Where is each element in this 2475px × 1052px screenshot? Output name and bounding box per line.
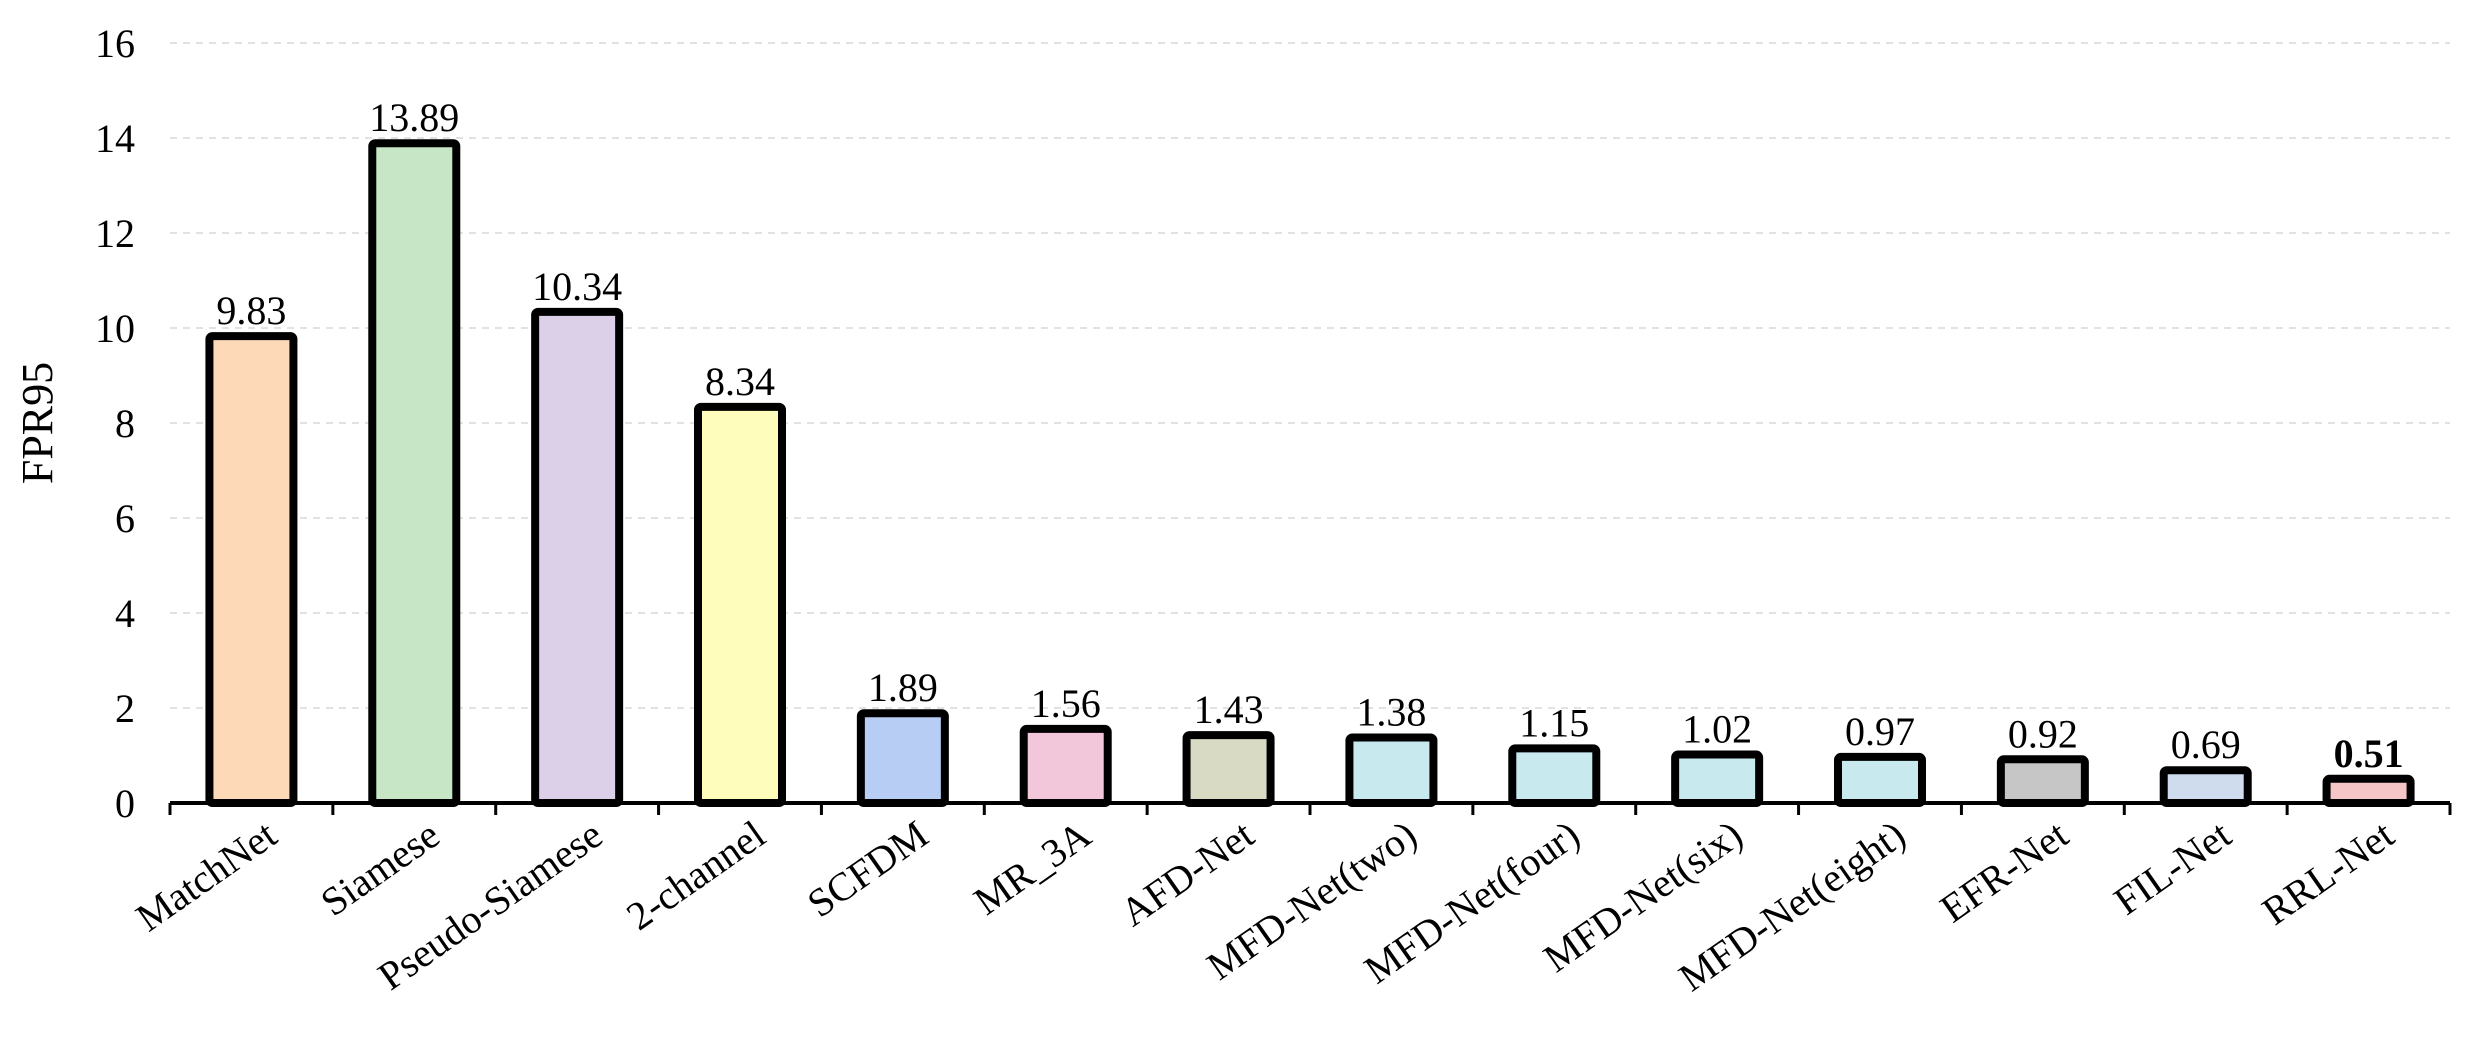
x-tick-label: AFD-Net bbox=[1112, 812, 1262, 936]
bar-value-label: 13.89 bbox=[369, 95, 459, 140]
x-tick-label: EFR-Net bbox=[1932, 812, 2076, 932]
bar-value-label: 1.43 bbox=[1194, 687, 1264, 732]
y-tick-label-6: 6 bbox=[115, 496, 135, 541]
x-tick-label: 2-channel bbox=[618, 812, 773, 939]
grid-lines bbox=[170, 42, 2450, 709]
x-tick-label: SCFDM bbox=[799, 812, 936, 927]
bar-siamese bbox=[368, 139, 461, 808]
y-axis-ticks: 0 2 4 6 8 10 12 14 16 bbox=[95, 21, 135, 826]
bar-value-label: 1.89 bbox=[868, 665, 938, 710]
bar-value-label: 0.51 bbox=[2334, 731, 2404, 776]
bar-mfd-net-six- bbox=[1671, 750, 1764, 807]
bar-mfd-net-two- bbox=[1345, 733, 1438, 808]
y-tick-label-8: 8 bbox=[115, 401, 135, 446]
y-tick-label-4: 4 bbox=[115, 591, 135, 636]
bar-scfdm bbox=[856, 709, 949, 807]
bar-efr-net bbox=[1996, 755, 2089, 807]
bar-pseudo-siamese bbox=[531, 307, 624, 807]
bar-mr-3a bbox=[1019, 724, 1112, 808]
x-tick-label: RRL-Net bbox=[2254, 812, 2402, 934]
bar-value-label: 8.34 bbox=[705, 359, 775, 404]
bar-mfd-net-eight- bbox=[1834, 752, 1926, 807]
bar-mfd-net-four- bbox=[1508, 744, 1601, 807]
x-tick-label: MR_3A bbox=[966, 811, 1099, 923]
bars bbox=[205, 139, 2415, 808]
bar-value-label: 0.97 bbox=[1845, 709, 1915, 754]
bar-fil-net bbox=[2159, 766, 2252, 807]
bar-value-label: 1.15 bbox=[1519, 700, 1589, 745]
y-tick-label-2: 2 bbox=[115, 686, 135, 731]
y-axis-label: FPR95 bbox=[13, 362, 62, 484]
bar-value-label: 1.56 bbox=[1031, 681, 1101, 726]
bar-value-label: 1.02 bbox=[1682, 707, 1752, 752]
bar-value-labels: 9.83 13.89 10.34 8.34 1.89 1.56 1.43 1.38 1.15 1.… bbox=[216, 95, 2403, 776]
y-tick-label-0: 0 bbox=[115, 781, 135, 826]
bar-2-channel bbox=[694, 402, 786, 807]
x-tick-label: Siamese bbox=[312, 812, 447, 925]
bar-matchnet bbox=[205, 332, 298, 807]
y-tick-label-10: 10 bbox=[95, 306, 135, 351]
bar-value-label: 1.38 bbox=[1356, 689, 1426, 734]
x-tick-label: FIL-Net bbox=[2106, 812, 2239, 924]
bar-value-label: 0.92 bbox=[2008, 711, 2078, 756]
bar-rrl-net bbox=[2322, 774, 2415, 808]
y-tick-label-12: 12 bbox=[95, 211, 135, 256]
y-tick-label-14: 14 bbox=[95, 116, 135, 161]
y-tick-label-16: 16 bbox=[95, 21, 135, 66]
bar-value-label: 0.69 bbox=[2171, 722, 2241, 767]
bar-afd-net bbox=[1182, 731, 1275, 808]
bar-value-label: 10.34 bbox=[532, 264, 622, 309]
bar-value-label: 9.83 bbox=[216, 288, 286, 333]
x-tick-label: MatchNet bbox=[128, 812, 285, 941]
